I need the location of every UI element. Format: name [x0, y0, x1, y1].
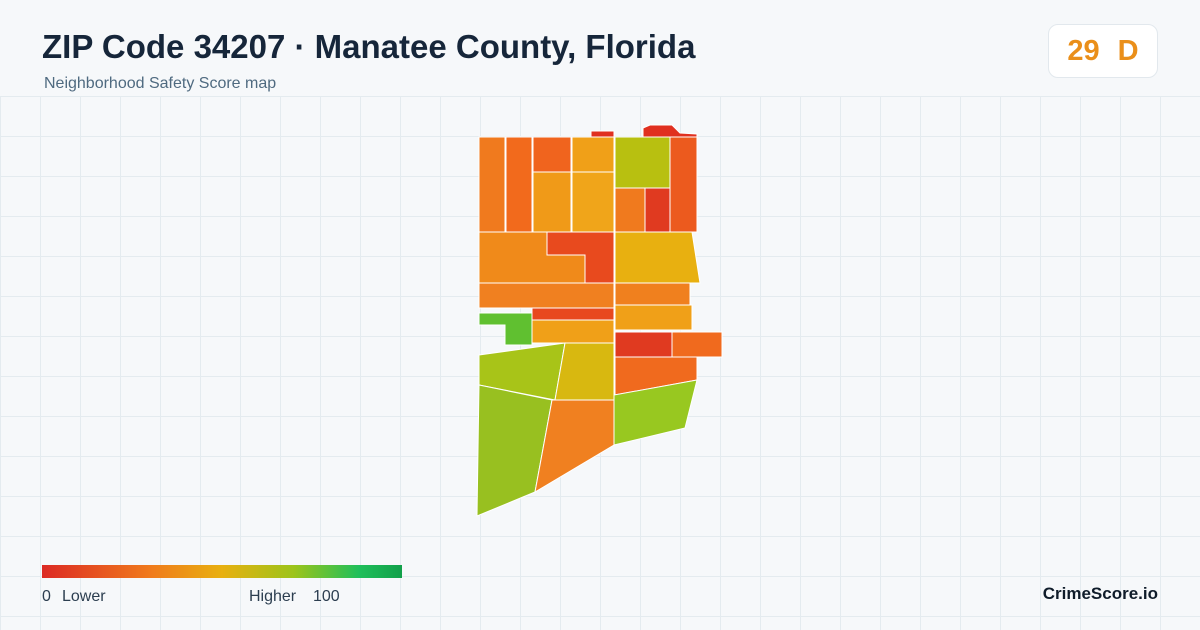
legend-min-label: Lower	[62, 588, 106, 605]
score-value: 29	[1067, 34, 1100, 67]
score-badge: 29 D	[1048, 24, 1158, 78]
header: ZIP Code 34207 · Manatee County, Florida…	[0, 0, 1200, 97]
legend-min: 0	[42, 588, 51, 605]
subtitle: Neighborhood Safety Score map	[44, 75, 277, 92]
legend-max-label: Higher	[249, 588, 297, 605]
legend-gradient	[42, 565, 402, 578]
map-areas	[476, 124, 723, 517]
score-grade: D	[1117, 34, 1139, 67]
legend-max: 100	[313, 588, 340, 605]
brand: CrimeScore.io	[1042, 584, 1158, 603]
title: ZIP Code 34207 · Manatee County, Florida	[42, 28, 696, 65]
